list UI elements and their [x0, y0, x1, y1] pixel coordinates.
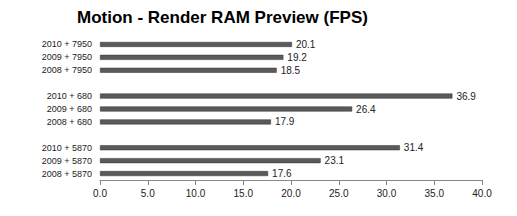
svg-text:2010 + 7950: 2010 + 7950 [42, 39, 92, 49]
svg-text:2009 + 680: 2009 + 680 [47, 104, 92, 114]
svg-text:Motion - Render RAM Preview (F: Motion - Render RAM Preview (FPS) [77, 8, 368, 27]
svg-text:2008 + 7950: 2008 + 7950 [42, 65, 92, 75]
svg-text:30.0: 30.0 [377, 188, 397, 199]
svg-text:40.0: 40.0 [472, 188, 492, 199]
svg-text:19.2: 19.2 [287, 52, 307, 63]
svg-text:23.1: 23.1 [325, 155, 345, 166]
svg-text:2010 + 680: 2010 + 680 [47, 91, 92, 101]
svg-text:26.4: 26.4 [356, 104, 376, 115]
svg-text:2010 + 5870: 2010 + 5870 [42, 143, 92, 153]
svg-text:10.0: 10.0 [186, 188, 206, 199]
svg-text:2009 + 5870: 2009 + 5870 [42, 156, 92, 166]
svg-text:35.0: 35.0 [425, 188, 445, 199]
svg-text:0.0: 0.0 [93, 188, 107, 199]
svg-text:25.0: 25.0 [329, 188, 349, 199]
svg-text:31.4: 31.4 [404, 142, 424, 153]
svg-text:20.1: 20.1 [296, 39, 316, 50]
svg-text:5.0: 5.0 [141, 188, 155, 199]
svg-text:15.0: 15.0 [234, 188, 254, 199]
svg-text:2008 + 680: 2008 + 680 [47, 117, 92, 127]
svg-text:18.5: 18.5 [281, 65, 301, 76]
svg-text:17.9: 17.9 [275, 116, 295, 127]
svg-text:36.9: 36.9 [456, 91, 476, 102]
svg-text:20.0: 20.0 [281, 188, 301, 199]
svg-text:2009 + 7950: 2009 + 7950 [42, 52, 92, 62]
svg-text:2008 + 5870: 2008 + 5870 [42, 169, 92, 179]
svg-text:17.6: 17.6 [272, 168, 292, 179]
